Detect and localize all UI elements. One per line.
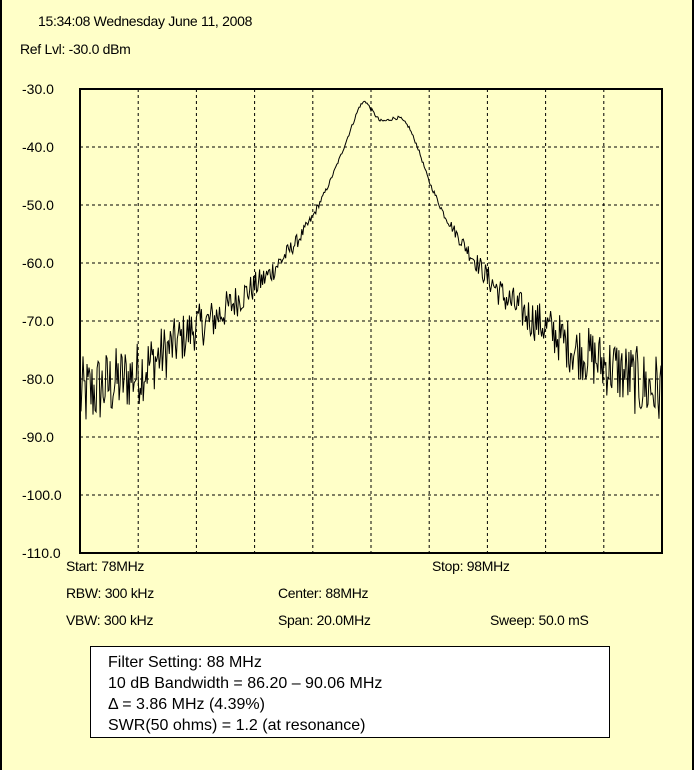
y-tick-label: -100.0	[22, 487, 62, 503]
timestamp: 15:34:08 Wednesday June 11, 2008	[38, 13, 253, 29]
note-delta: Δ = 3.86 MHz (4.39%)	[108, 696, 265, 713]
note-filter-setting: Filter Setting: 88 MHz	[108, 654, 262, 671]
start-frequency: Start: 78MHz	[66, 558, 145, 574]
grid-vertical	[137, 89, 605, 553]
y-tick-label: -90.0	[22, 429, 54, 445]
video-bandwidth: VBW: 300 kHz	[66, 612, 154, 628]
y-tick-label: -80.0	[22, 371, 54, 387]
y-axis-tick-labels: -30.0 -40.0 -50.0 -60.0 -70.0 -80.0 -90.0 -100.…	[22, 81, 62, 561]
y-tick-label: -40.0	[22, 139, 54, 155]
center-frequency: Center: 88MHz	[278, 585, 369, 601]
stop-frequency: Stop: 98MHz	[432, 558, 510, 574]
filter-notes-box: Filter Setting: 88 MHz 10 dB Bandwidth =…	[90, 646, 610, 738]
y-tick-label: -60.0	[22, 255, 54, 271]
reference-level: Ref Lvl: -30.0 dBm	[20, 41, 131, 57]
y-tick-label: -110.0	[22, 545, 61, 561]
resolution-bandwidth: RBW: 300 kHz	[66, 585, 154, 601]
sweep-time: Sweep: 50.0 mS	[490, 612, 589, 628]
y-tick-label: -30.0	[22, 81, 54, 97]
y-tick-label: -70.0	[22, 313, 54, 329]
plot-border	[79, 88, 663, 554]
note-bandwidth: 10 dB Bandwidth = 86.20 – 90.06 MHz	[108, 675, 383, 692]
note-swr: SWR(50 ohms) = 1.2 (at resonance)	[108, 717, 366, 734]
spectrum-trace	[79, 100, 663, 420]
y-tick-label: -50.0	[22, 197, 54, 213]
frequency-span: Span: 20.0MHz	[278, 612, 371, 628]
grid-horizontal	[80, 146, 662, 496]
